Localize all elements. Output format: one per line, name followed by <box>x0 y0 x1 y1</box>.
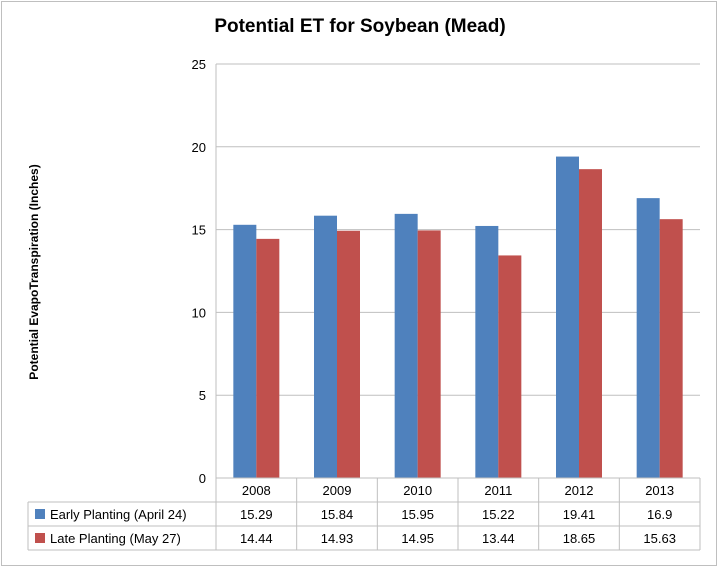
y-tick-label: 25 <box>192 57 206 72</box>
data-label: 15.22 <box>482 507 515 522</box>
data-label: 16.9 <box>647 507 672 522</box>
legend-label: Late Planting (May 27) <box>50 531 181 546</box>
data-label: 15.63 <box>643 531 676 546</box>
data-label: 19.41 <box>563 507 596 522</box>
bar <box>579 169 602 478</box>
bar <box>659 219 683 478</box>
data-label: 14.95 <box>401 531 434 546</box>
y-tick-label: 20 <box>192 140 206 155</box>
y-tick-labels: 0 5 10 15 20 25 <box>192 57 206 486</box>
x-tick-label: 2012 <box>565 483 594 498</box>
bar <box>233 224 257 478</box>
data-label: 14.44 <box>240 531 273 546</box>
data-label: 13.44 <box>482 531 515 546</box>
bar <box>256 238 280 478</box>
bar <box>636 198 660 479</box>
data-label: 15.84 <box>321 507 354 522</box>
x-tick-label: 2008 <box>242 483 271 498</box>
legend-swatch <box>35 533 45 543</box>
x-tick-label: 2013 <box>645 483 674 498</box>
bar <box>475 225 499 478</box>
y-tick-label: 15 <box>192 223 206 238</box>
chart-title: Potential ET for Soybean (Mead) <box>214 16 506 37</box>
legend-label: Early Planting (April 24) <box>50 507 187 522</box>
gridlines <box>215 63 700 478</box>
bars <box>233 156 683 479</box>
x-tick-label: 2010 <box>403 483 432 498</box>
data-label: 14.93 <box>321 531 354 546</box>
bar <box>394 213 418 479</box>
bar <box>314 215 337 478</box>
data-label: 15.95 <box>401 507 434 522</box>
bar <box>417 230 441 478</box>
bar <box>337 230 360 478</box>
bar <box>498 255 522 478</box>
data-table: 2008 2009 2010 2011 2012 2013 Early Planting (… <box>27 477 701 551</box>
bar <box>556 156 579 478</box>
legend-swatch <box>35 509 45 519</box>
y-tick-label: 10 <box>192 305 206 320</box>
y-tick-label: 0 <box>199 471 206 486</box>
data-label: 18.65 <box>563 531 596 546</box>
y-tick-label: 5 <box>199 388 206 403</box>
x-tick-label: 2011 <box>484 483 512 498</box>
data-label: 15.29 <box>240 507 273 522</box>
x-tick-label: 2009 <box>323 483 352 498</box>
